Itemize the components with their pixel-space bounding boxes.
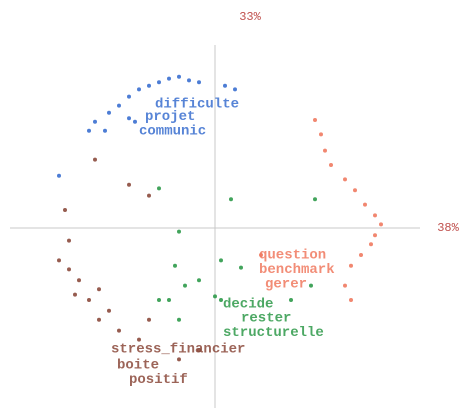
point (127, 116, 131, 121)
point (353, 188, 357, 193)
point (127, 182, 131, 187)
annotation: projet (145, 109, 195, 125)
point (63, 208, 67, 212)
annotation: rester (241, 311, 291, 327)
point (349, 263, 353, 268)
point (93, 119, 97, 124)
annotation: benchmark (259, 262, 335, 278)
point (57, 173, 61, 178)
annotation: question (259, 248, 326, 264)
annotation: boite (117, 358, 159, 374)
point (87, 128, 91, 133)
point (319, 132, 323, 137)
point (73, 292, 77, 297)
point (147, 193, 151, 198)
annotation: communic (139, 124, 206, 140)
point (147, 83, 151, 88)
point (133, 119, 137, 124)
point (197, 348, 201, 353)
point (157, 298, 161, 302)
point (259, 253, 263, 257)
point (323, 148, 327, 153)
point (137, 337, 141, 342)
point (223, 83, 227, 88)
point (187, 78, 191, 83)
point (147, 317, 151, 322)
annotation: difficulte (155, 97, 239, 113)
point (183, 283, 187, 288)
point (289, 298, 293, 302)
point (117, 328, 121, 333)
point (219, 298, 223, 302)
point (173, 263, 177, 268)
point (103, 128, 107, 133)
point (343, 283, 347, 288)
point (313, 197, 317, 202)
point (233, 87, 237, 92)
point (67, 238, 71, 243)
annotation: structurelle (223, 325, 324, 341)
point (93, 157, 97, 162)
point (359, 253, 363, 257)
point (157, 186, 161, 191)
point (239, 265, 243, 270)
point (117, 103, 121, 108)
point (363, 202, 367, 207)
point (67, 267, 71, 272)
point (77, 278, 81, 283)
point (177, 317, 181, 322)
point (373, 233, 377, 238)
point (157, 80, 161, 85)
x-axis-label: 38% (437, 221, 459, 235)
point (197, 278, 201, 283)
point (369, 242, 373, 247)
point (177, 74, 181, 79)
point (57, 258, 61, 263)
point (97, 287, 101, 292)
annotation: stress_financier (111, 341, 245, 357)
point (127, 94, 131, 99)
point (167, 76, 171, 81)
point (87, 298, 91, 302)
point (373, 213, 377, 218)
point (177, 229, 181, 234)
annotation: gerer (265, 277, 307, 293)
point (97, 317, 101, 322)
point (197, 80, 201, 85)
point (219, 258, 223, 263)
point (313, 118, 317, 122)
y-axis-label: 33% (239, 10, 261, 24)
point (309, 283, 313, 288)
point (107, 308, 111, 313)
point (379, 222, 383, 227)
point (329, 163, 333, 167)
point (107, 110, 111, 115)
point (167, 298, 171, 302)
point (213, 294, 217, 299)
annotation: decide (223, 296, 273, 312)
annotation: positif (129, 372, 188, 388)
point (343, 177, 347, 182)
point (229, 197, 233, 202)
point (349, 298, 353, 302)
point (137, 87, 141, 92)
point (177, 357, 181, 362)
